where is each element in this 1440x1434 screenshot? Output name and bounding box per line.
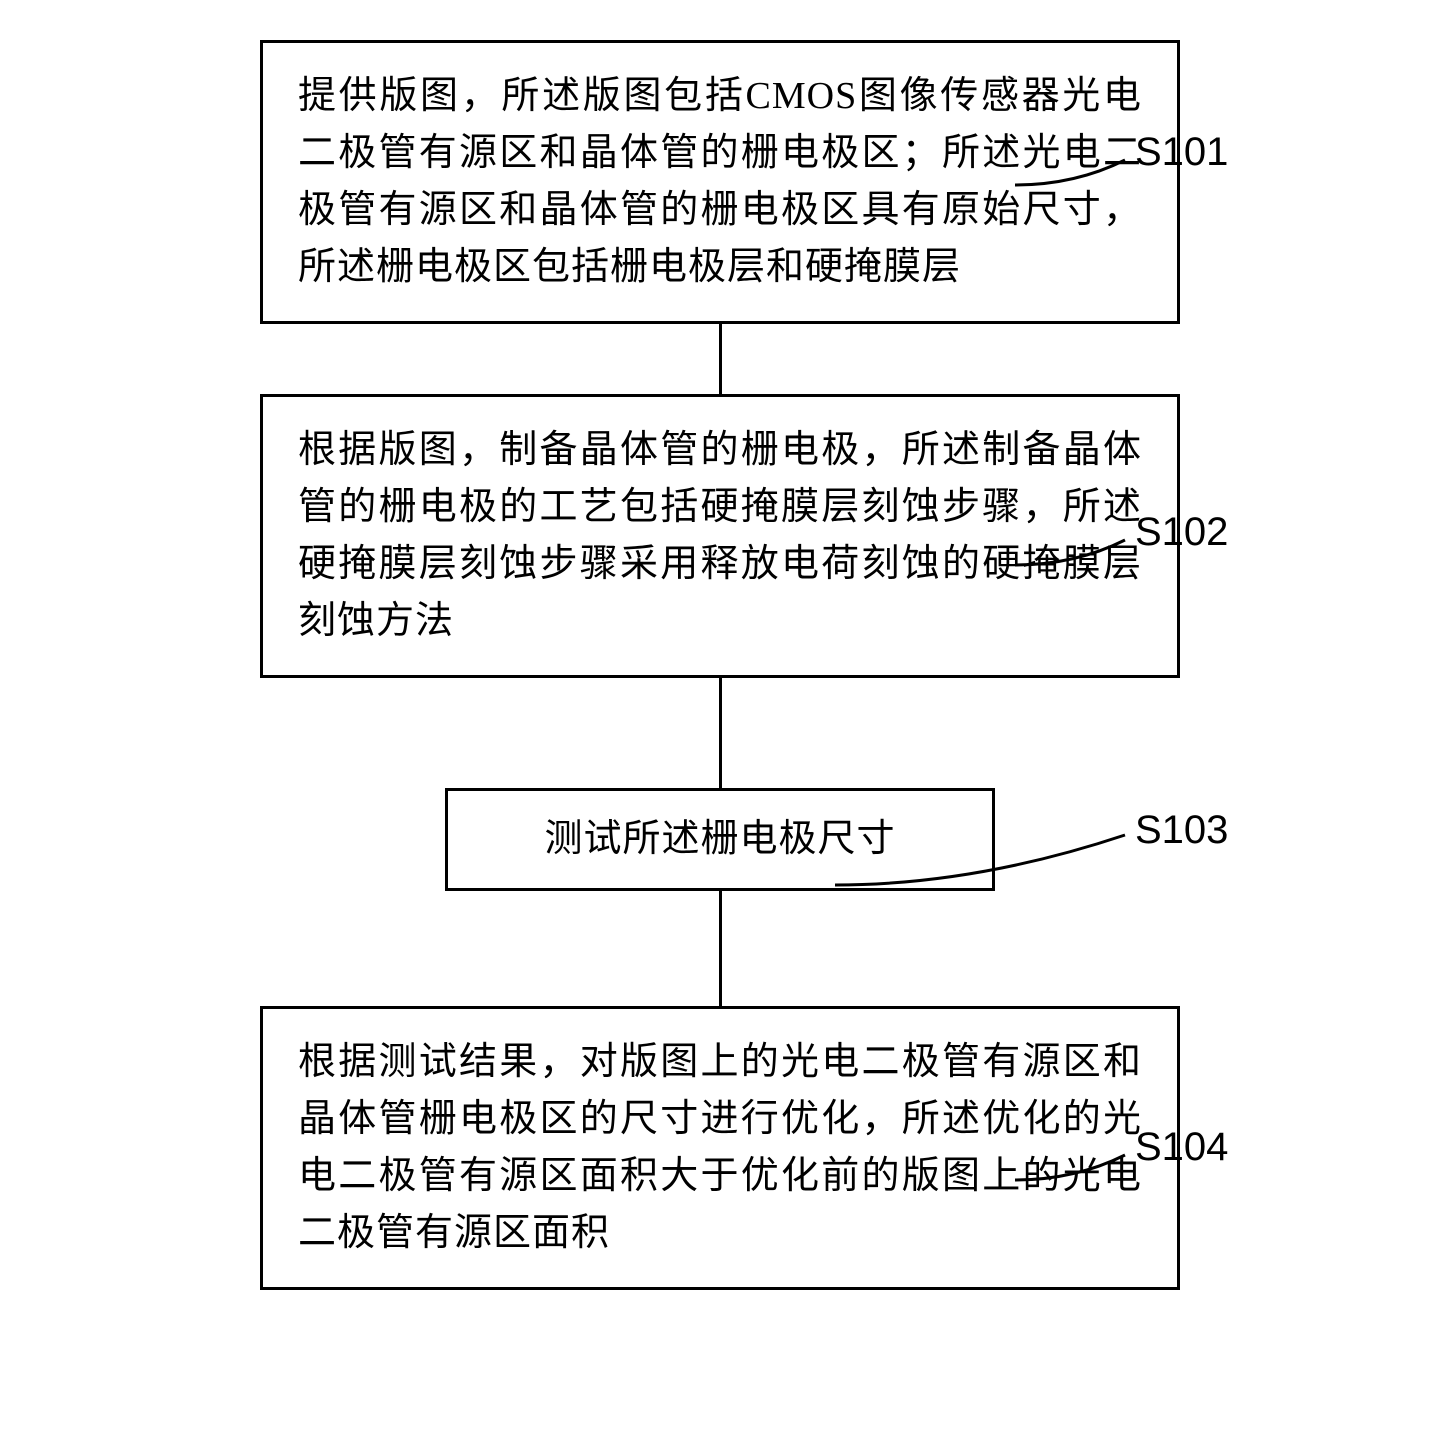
connector-3 [719, 891, 722, 1006]
step-label-s103: S103 [1135, 808, 1228, 853]
connector-1 [719, 324, 722, 394]
connector-2 [719, 678, 722, 788]
step-label-s104: S104 [1135, 1125, 1228, 1170]
step-label-s102: S102 [1135, 510, 1228, 555]
step-label-s101: S101 [1135, 130, 1228, 175]
flowchart-container: 提供版图，所述版图包括CMOS图像传感器光电二极管有源区和晶体管的栅电极区；所述… [60, 40, 1380, 1290]
